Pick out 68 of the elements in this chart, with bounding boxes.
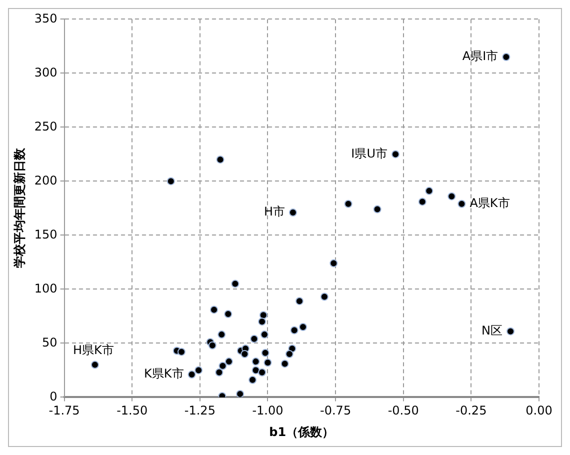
x-tick-label: -0.75 xyxy=(320,404,352,418)
point xyxy=(295,297,304,306)
point xyxy=(290,326,298,334)
point xyxy=(299,323,308,331)
point xyxy=(502,53,510,61)
annotation: I県U市 xyxy=(351,146,388,160)
y-axis-title: 学校平均年間更新日数 xyxy=(12,147,26,268)
annotation: H県K市 xyxy=(72,342,114,357)
x-tick-label: -1.50 xyxy=(116,404,148,418)
point xyxy=(285,350,294,358)
point xyxy=(177,348,186,356)
point xyxy=(280,360,289,368)
point xyxy=(506,327,515,336)
point xyxy=(188,370,196,379)
point xyxy=(231,280,240,288)
point xyxy=(258,318,266,326)
x-tick-label: -1.25 xyxy=(184,404,216,418)
y-tick-label: 50 xyxy=(42,335,58,350)
point xyxy=(216,156,224,164)
point xyxy=(218,330,226,339)
point xyxy=(418,198,426,206)
y-tick-label: 350 xyxy=(34,11,58,26)
y-tick-label: 200 xyxy=(34,173,58,188)
point xyxy=(90,360,99,369)
point xyxy=(252,366,260,374)
point xyxy=(224,310,232,318)
point xyxy=(320,292,328,301)
x-tick-label: -0.50 xyxy=(388,404,419,418)
point xyxy=(448,192,456,200)
x-tick-label: -1.75 xyxy=(48,404,80,418)
point xyxy=(258,368,266,376)
annotation: N区 xyxy=(482,323,503,338)
point xyxy=(166,177,175,186)
annotation: H市 xyxy=(264,204,285,219)
point xyxy=(194,366,203,374)
annotation: A県K市 xyxy=(470,196,510,210)
annotation: A県I市 xyxy=(462,49,498,64)
point xyxy=(261,348,270,357)
x-tick-label: -0.25 xyxy=(456,404,487,418)
point xyxy=(250,334,258,343)
point xyxy=(218,362,227,370)
y-tick-label: 0 xyxy=(50,389,58,404)
point xyxy=(330,259,338,268)
x-tick-label: -1.00 xyxy=(252,404,284,418)
y-tick-label: 300 xyxy=(34,65,58,80)
point xyxy=(215,368,224,376)
point xyxy=(208,341,216,350)
point xyxy=(392,150,400,158)
point xyxy=(210,306,218,314)
point xyxy=(288,208,297,217)
point xyxy=(248,376,257,384)
point xyxy=(224,358,233,366)
x-axis-title: b1（係数） xyxy=(269,424,334,439)
point xyxy=(344,200,352,208)
point xyxy=(259,311,268,320)
y-tick-label: 250 xyxy=(34,119,58,134)
point xyxy=(373,205,382,214)
annotation: K県K市 xyxy=(144,366,184,381)
point xyxy=(264,358,272,367)
point xyxy=(236,390,244,398)
y-tick-label: 100 xyxy=(34,281,58,296)
x-tick-label: 0.00 xyxy=(526,404,552,418)
y-tick-label: 150 xyxy=(34,227,58,242)
point xyxy=(260,330,268,339)
point xyxy=(425,186,434,195)
point xyxy=(252,358,260,366)
point xyxy=(458,200,466,208)
point xyxy=(240,350,249,358)
